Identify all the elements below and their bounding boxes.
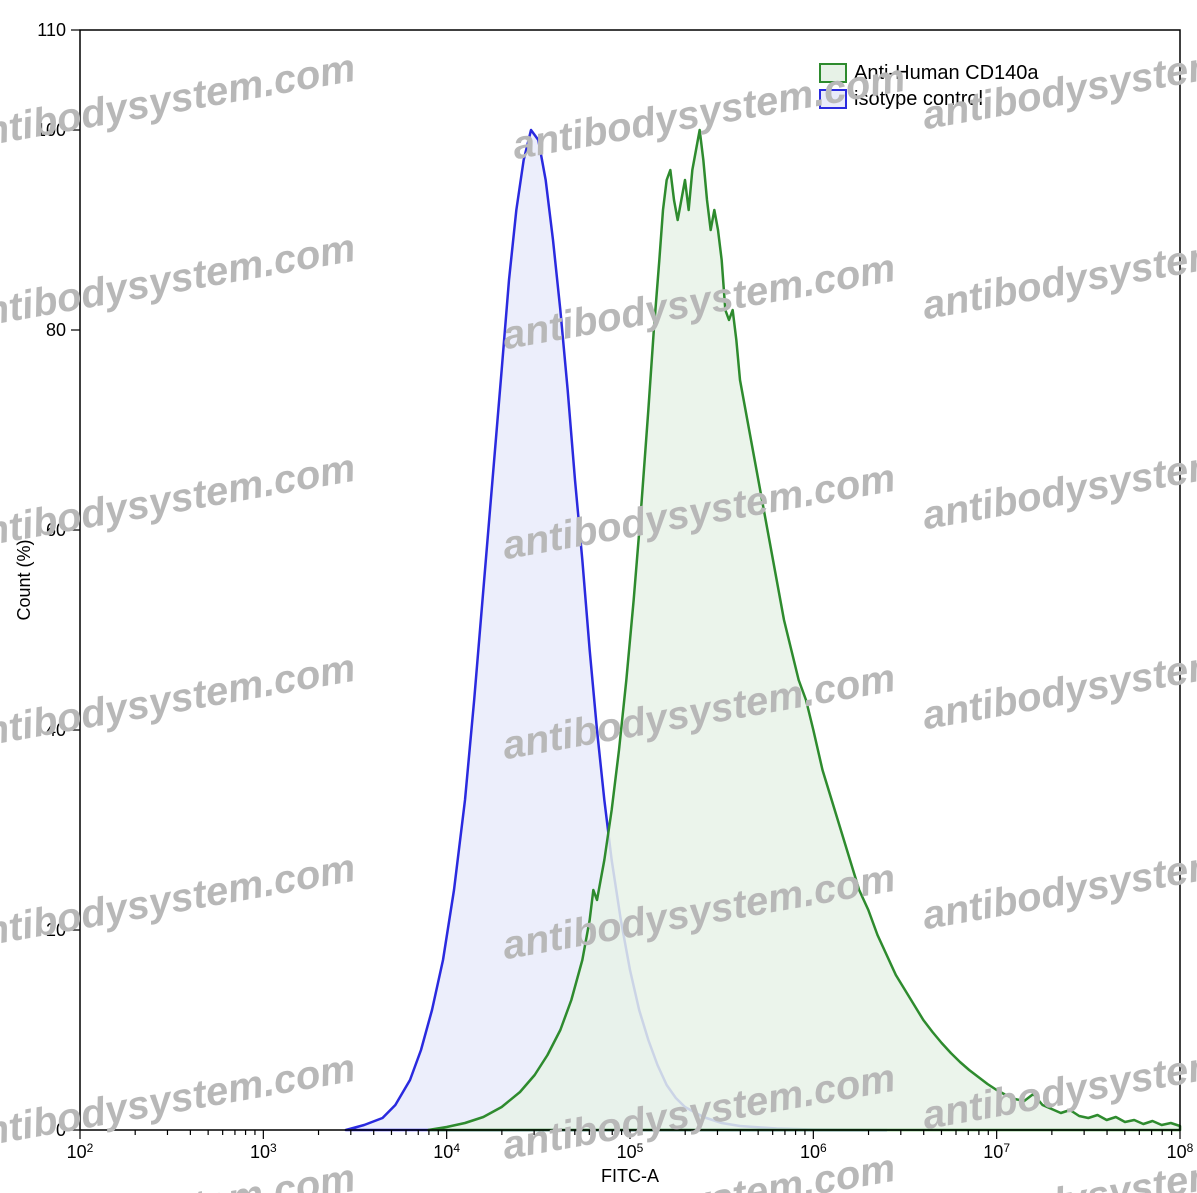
x-tick-label: 105 [617,1141,644,1162]
y-tick-label: 110 [37,20,66,40]
legend: Anti-Human CD140a isotype control [820,62,1039,110]
legend-label: isotype control [854,88,983,110]
y-tick-label: 0 [56,1120,66,1140]
y-tick-label: 100 [36,120,66,140]
y-tick-label: 80 [46,320,66,340]
y-tick-label: 20 [46,920,66,940]
legend-swatch [820,64,846,82]
x-tick-label: 107 [983,1141,1010,1162]
y-axis-ticks: 0 20 40 60 80 100 110 [36,20,80,1140]
x-tick-label: 108 [1167,1141,1194,1162]
x-tick-label: 104 [433,1141,460,1162]
legend-label: Anti-Human CD140a [854,62,1039,84]
y-tick-label: 60 [46,520,66,540]
legend-swatch [820,90,846,108]
y-tick-label: 40 [46,720,66,740]
flow-cytometry-histogram: 102 103 104 105 106 107 108 FITC-A 0 20 40 60 80 100 1… [0,0,1197,1193]
x-tick-label: 102 [67,1141,94,1162]
x-tick-label: 106 [800,1141,827,1162]
x-axis-ticks: 102 103 104 105 106 107 108 [67,1130,1194,1162]
chart-svg: 102 103 104 105 106 107 108 FITC-A 0 20 40 60 80 100 1… [0,0,1197,1193]
x-axis-label: FITC-A [601,1166,659,1186]
y-axis-label: Count (%) [14,539,34,620]
series-group [346,130,1180,1130]
x-tick-label: 103 [250,1141,277,1162]
